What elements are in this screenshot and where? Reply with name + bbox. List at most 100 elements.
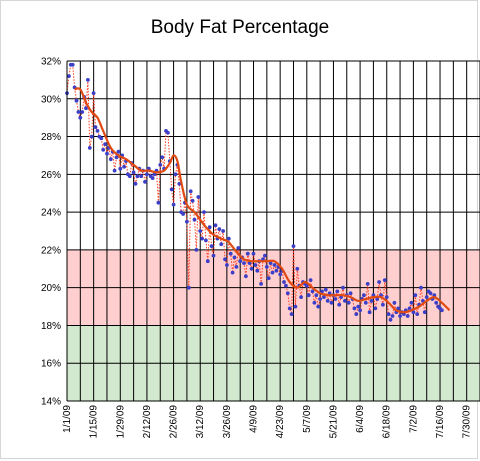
data-point <box>234 265 239 269</box>
data-point <box>118 166 123 171</box>
x-tick-label: 3/12/09 <box>195 405 206 439</box>
data-point <box>173 172 178 177</box>
data-point <box>186 285 191 290</box>
data-point <box>143 180 147 184</box>
data-point <box>200 236 205 241</box>
data-point <box>314 293 319 298</box>
data-point <box>207 225 212 230</box>
data-point <box>169 187 174 192</box>
x-tick-label: 4/23/09 <box>275 405 286 439</box>
data-point <box>266 276 271 281</box>
data-point <box>289 312 294 316</box>
data-point <box>205 259 210 264</box>
data-point <box>108 157 113 162</box>
data-point <box>158 163 163 167</box>
data-point <box>259 282 263 286</box>
data-point <box>211 253 216 258</box>
data-point <box>86 78 90 82</box>
data-point <box>367 310 372 315</box>
data-point <box>409 300 414 305</box>
data-point <box>329 300 334 305</box>
data-point <box>188 189 193 194</box>
x-tick-label: 7/2/09 <box>408 405 419 433</box>
data-point <box>185 219 189 224</box>
data-point <box>190 198 195 203</box>
data-point <box>343 299 347 303</box>
data-point <box>196 195 201 199</box>
data-point <box>93 125 98 129</box>
data-point <box>244 274 248 279</box>
data-point <box>358 308 362 313</box>
data-point <box>322 295 326 299</box>
x-tick-label: 6/18/09 <box>382 405 393 439</box>
data-point <box>70 62 75 67</box>
data-point <box>268 261 273 265</box>
data-point <box>198 229 203 233</box>
data-point <box>84 106 88 111</box>
data-point <box>253 263 258 267</box>
data-point <box>209 244 214 249</box>
data-point <box>312 300 317 305</box>
data-point <box>139 174 144 179</box>
data-point <box>356 304 361 309</box>
data-point <box>242 261 246 265</box>
y-tick-label: 32% <box>41 57 61 68</box>
data-point <box>255 268 260 273</box>
data-point <box>156 200 161 205</box>
chart-title: Body Fat Percentage <box>150 17 330 38</box>
data-point <box>264 265 269 269</box>
data-point <box>145 172 149 177</box>
data-point <box>424 295 429 299</box>
data-point <box>272 263 277 267</box>
data-point <box>341 285 345 290</box>
y-tick-label: 22% <box>41 245 61 256</box>
data-point <box>101 147 106 152</box>
data-point <box>204 238 208 243</box>
data-point <box>192 217 197 222</box>
data-point <box>219 242 224 247</box>
trend-line <box>74 87 451 314</box>
data-point <box>398 314 402 318</box>
data-point <box>333 297 338 301</box>
y-tick-label: 20% <box>41 283 61 294</box>
data-point <box>373 306 378 311</box>
data-point <box>194 248 199 252</box>
data-point <box>285 291 290 296</box>
data-point <box>287 306 292 311</box>
data-point <box>160 155 165 160</box>
data-point <box>278 272 283 277</box>
x-tick-label: 7/16/09 <box>435 405 446 439</box>
measurement-connector-line <box>66 64 443 322</box>
data-point <box>291 244 296 249</box>
data-point <box>122 164 126 169</box>
data-point <box>325 299 330 303</box>
data-point <box>202 210 206 215</box>
x-tick-label: 4/9/09 <box>249 405 260 433</box>
y-tick-label: 14% <box>41 397 61 408</box>
data-point <box>428 291 433 296</box>
data-point <box>388 317 393 322</box>
data-point <box>76 110 81 114</box>
data-point <box>365 282 370 286</box>
data-point <box>177 181 182 186</box>
data-point <box>434 300 439 305</box>
data-point <box>304 283 309 288</box>
data-point <box>405 314 410 318</box>
data-point <box>363 300 368 305</box>
data-point <box>249 266 254 271</box>
data-point <box>411 310 416 315</box>
data-point <box>352 306 357 311</box>
data-point <box>318 297 322 301</box>
data-point <box>78 115 83 120</box>
data-point <box>422 310 427 315</box>
data-point <box>127 174 132 179</box>
data-point <box>103 142 107 147</box>
data-point <box>74 98 79 103</box>
data-point <box>335 289 340 294</box>
data-point <box>228 251 233 256</box>
x-tick-label: 2/12/09 <box>142 405 153 439</box>
data-point <box>99 136 104 141</box>
y-tick-label: 26% <box>41 170 61 181</box>
data-point <box>362 293 366 298</box>
